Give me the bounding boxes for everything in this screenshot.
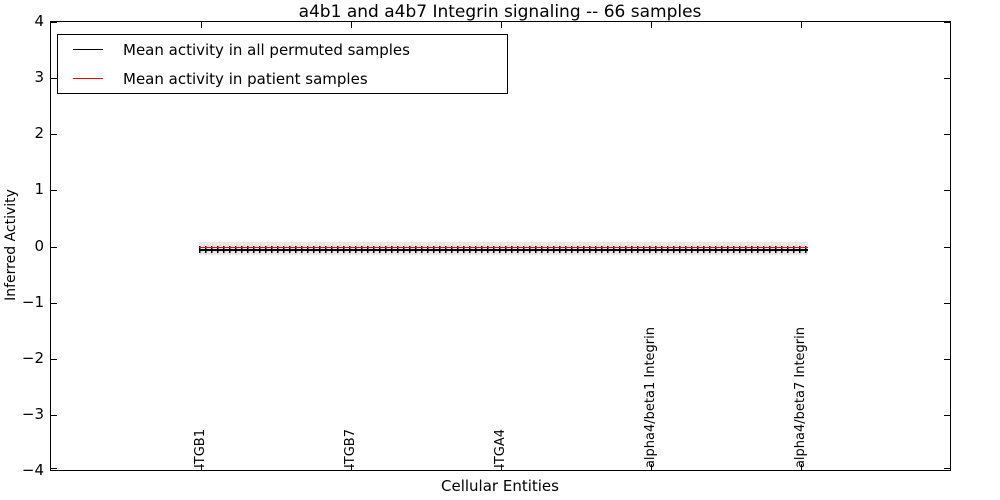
chart-title: a4b1 and a4b7 Integrin signaling -- 66 s…: [298, 2, 702, 22]
y-axis-tick: [51, 468, 57, 470]
y-axis-tick: [944, 134, 950, 136]
legend: Mean activity in all permuted samples Me…: [57, 34, 508, 94]
permuted-mean-line: [199, 249, 808, 251]
legend-item-permuted: Mean activity in all permuted samples: [58, 36, 507, 64]
x-axis-tick: [801, 464, 803, 470]
y-axis-tick: [51, 134, 57, 136]
y-axis-tick: [944, 359, 950, 361]
y-axis-tick: [51, 415, 57, 417]
y-axis-tick: [944, 22, 950, 24]
y-axis-tick: [944, 190, 950, 192]
y-axis-tick: [51, 78, 57, 80]
y-tick-label: −1: [21, 293, 44, 311]
legend-item-patient: Mean activity in patient samples: [58, 65, 507, 93]
y-axis-tick: [944, 247, 950, 249]
x-axis-tick: [651, 22, 653, 28]
y-axis-tick: [944, 303, 950, 305]
y-tick-label: 1: [34, 180, 44, 198]
x-axis-tick: [351, 464, 353, 470]
y-tick-label: −2: [21, 349, 44, 367]
legend-label: Mean activity in patient samples: [123, 69, 368, 88]
y-tick-label: 3: [34, 68, 44, 86]
legend-label: Mean activity in all permuted samples: [123, 40, 410, 59]
x-axis-tick: [201, 464, 203, 470]
x-axis-tick: [801, 22, 803, 28]
y-axis-tick: [944, 415, 950, 417]
y-tick-label: −3: [21, 405, 44, 423]
x-axis-tick: [201, 22, 203, 28]
x-tick-label: ITGA4: [493, 428, 508, 468]
x-tick-label: alpha4/beta7 Integrin: [793, 326, 808, 468]
black-line-sample-icon: [73, 49, 103, 50]
x-axis-tick: [501, 22, 503, 28]
y-axis-tick: [51, 359, 57, 361]
y-axis-tick: [51, 303, 57, 305]
y-tick-label: −4: [21, 461, 44, 479]
x-tick-label: alpha4/beta1 Integrin: [643, 326, 658, 468]
y-axis-tick: [944, 78, 950, 80]
y-axis-tick: [51, 22, 57, 24]
x-axis-label: Cellular Entities: [441, 477, 559, 495]
y-tick-label: 2: [34, 124, 44, 142]
y-axis-tick: [51, 247, 57, 249]
x-axis-tick: [501, 464, 503, 470]
y-tick-label: 4: [34, 12, 44, 30]
red-line-sample-icon: [73, 78, 103, 79]
x-tick-label: ITGB1: [193, 428, 208, 468]
patient-mean-line: [199, 246, 808, 249]
plot-area: ITGB1 ITGB7 ITGA4 alpha4/beta1 Integrin …: [50, 21, 951, 471]
x-axis-tick: [351, 22, 353, 28]
y-axis-tick: [944, 468, 950, 470]
x-axis-tick: [651, 464, 653, 470]
y-tick-label: 0: [34, 237, 44, 255]
y-axis-tick: [51, 190, 57, 192]
x-tick-label: ITGB7: [343, 428, 358, 468]
y-axis-label: Inferred Activity: [3, 189, 19, 301]
